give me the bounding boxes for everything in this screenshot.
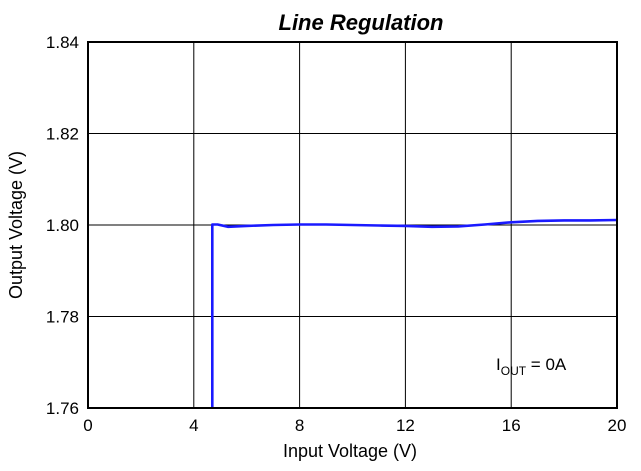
series-line bbox=[211, 218, 618, 409]
y-tick-label: 1.76 bbox=[46, 399, 79, 418]
series-layer bbox=[211, 218, 618, 409]
x-tick-label: 20 bbox=[608, 416, 627, 435]
y-axis-label: Output Voltage (V) bbox=[6, 151, 26, 299]
y-tick-label: 1.82 bbox=[46, 125, 79, 144]
chart-title: Line Regulation bbox=[279, 10, 444, 35]
y-tick-label: 1.80 bbox=[46, 216, 79, 235]
plot-frame bbox=[87, 41, 618, 409]
y-tick-label: 1.78 bbox=[46, 308, 79, 327]
x-tick-label: 16 bbox=[502, 416, 521, 435]
y-tick-labels: 1.76 1.78 1.80 1.82 1.84 bbox=[46, 33, 79, 418]
x-tick-labels: 0 4 8 12 16 20 bbox=[83, 416, 626, 435]
x-tick-label: 12 bbox=[396, 416, 415, 435]
annotation-iout: IOUT = 0A bbox=[496, 355, 567, 378]
x-tick-label: 8 bbox=[295, 416, 304, 435]
x-axis-label: Input Voltage (V) bbox=[283, 441, 417, 461]
x-tick-label: 4 bbox=[189, 416, 198, 435]
x-tick-label: 0 bbox=[83, 416, 92, 435]
y-tick-label: 1.84 bbox=[46, 33, 79, 52]
